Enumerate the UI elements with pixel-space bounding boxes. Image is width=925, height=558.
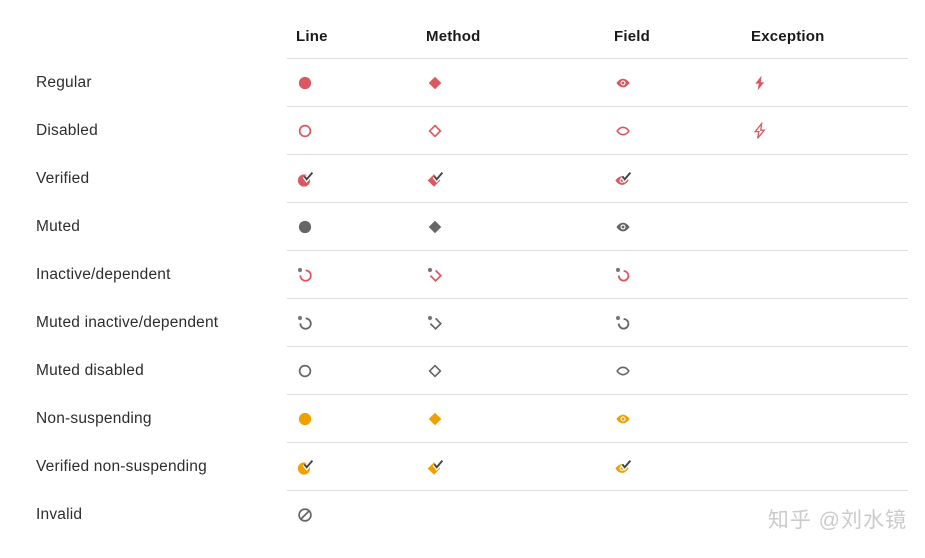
table-cell-regular-field	[605, 59, 742, 107]
table-cell-disabled-line	[287, 107, 417, 155]
regular-field-watchpoint-icon	[614, 74, 632, 92]
table-cell-muted-method	[417, 203, 605, 251]
breakpoints-table: Line Method Field Exception Regular Disabled V…	[0, 0, 908, 539]
table-cell-inactive-dependent-field	[605, 251, 742, 299]
muted-disabled-field-watchpoint-icon	[614, 362, 632, 380]
row-label-muted-disabled: Muted disabled	[36, 362, 144, 379]
row-label-verified: Verified	[36, 170, 90, 187]
muted-inactive-method-breakpoint-icon	[426, 314, 444, 332]
table-cell-muted-inactive-dependent-method	[417, 299, 605, 347]
table-cell-inactive-dependent-method	[417, 251, 605, 299]
non-suspending-method-breakpoint-icon	[426, 410, 444, 428]
regular-exception-breakpoint-icon	[751, 74, 769, 92]
non-suspending-line-breakpoint-icon	[296, 410, 314, 428]
column-header-line: Line	[287, 0, 417, 59]
column-header-method: Method	[417, 0, 605, 59]
invalid-breakpoint-icon	[296, 506, 314, 524]
table-cell-empty	[742, 299, 908, 347]
column-header-field: Field	[605, 0, 742, 59]
disabled-field-watchpoint-icon	[614, 122, 632, 140]
table-cell-muted-field	[605, 203, 742, 251]
table-cell-muted-disabled-line	[287, 347, 417, 395]
row-label-disabled: Disabled	[36, 122, 98, 139]
verified-non-suspending-field-watchpoint-icon	[614, 458, 632, 476]
disabled-exception-breakpoint-icon	[751, 121, 769, 140]
table-cell-regular-method	[417, 59, 605, 107]
verified-method-breakpoint-icon	[426, 170, 444, 188]
table-cell-muted-disabled-field	[605, 347, 742, 395]
column-header-exception: Exception	[742, 0, 908, 59]
muted-method-breakpoint-icon	[426, 218, 444, 236]
table-cell-disabled-method	[417, 107, 605, 155]
muted-line-breakpoint-icon	[296, 218, 314, 236]
regular-line-breakpoint-icon	[296, 74, 314, 92]
row-label-invalid: Invalid	[36, 506, 83, 523]
table-cell-empty	[417, 491, 605, 539]
verified-non-suspending-method-breakpoint-icon	[426, 458, 444, 476]
table-cell-disabled-exception	[742, 107, 908, 155]
table-cell-empty	[742, 347, 908, 395]
table-cell-non-suspending-line	[287, 395, 417, 443]
table-cell-disabled-field	[605, 107, 742, 155]
verified-line-breakpoint-icon	[296, 170, 314, 188]
disabled-method-breakpoint-icon	[426, 122, 444, 140]
regular-method-breakpoint-icon	[426, 74, 444, 92]
table-cell-invalid-line	[287, 491, 417, 539]
muted-disabled-line-breakpoint-icon	[296, 362, 314, 380]
table-cell-empty	[742, 395, 908, 443]
verified-field-watchpoint-icon	[614, 170, 632, 188]
table-cell-verified-non-suspending-method	[417, 443, 605, 491]
table-cell-muted-inactive-dependent-field	[605, 299, 742, 347]
inactive-method-breakpoint-icon	[426, 266, 444, 284]
table-cell-verified-non-suspending-line	[287, 443, 417, 491]
muted-field-watchpoint-icon	[614, 218, 632, 236]
row-label-inactive-dependent: Inactive/dependent	[36, 266, 171, 283]
header-spacer	[0, 0, 287, 59]
table-cell-muted-disabled-method	[417, 347, 605, 395]
muted-inactive-field-watchpoint-icon	[614, 314, 632, 332]
muted-inactive-line-breakpoint-icon	[296, 314, 314, 332]
table-cell-verified-field	[605, 155, 742, 203]
table-cell-inactive-dependent-line	[287, 251, 417, 299]
table-cell-empty	[605, 491, 742, 539]
inactive-line-breakpoint-icon	[296, 266, 314, 284]
muted-disabled-method-breakpoint-icon	[426, 362, 444, 380]
table-cell-empty	[742, 155, 908, 203]
table-cell-non-suspending-method	[417, 395, 605, 443]
verified-non-suspending-line-breakpoint-icon	[296, 458, 314, 476]
table-cell-muted-inactive-dependent-line	[287, 299, 417, 347]
table-cell-regular-exception	[742, 59, 908, 107]
table-cell-non-suspending-field	[605, 395, 742, 443]
table-cell-empty	[742, 251, 908, 299]
row-label-verified-non-suspending: Verified non-suspending	[36, 458, 207, 475]
table-cell-verified-non-suspending-field	[605, 443, 742, 491]
watermark: 知乎 @刘水镜	[767, 509, 907, 532]
non-suspending-field-watchpoint-icon	[614, 410, 632, 428]
inactive-field-watchpoint-icon	[614, 266, 632, 284]
table-cell-regular-line	[287, 59, 417, 107]
table-cell-muted-line	[287, 203, 417, 251]
row-label-muted: Muted	[36, 218, 81, 235]
row-label-non-suspending: Non-suspending	[36, 410, 152, 427]
table-cell-verified-line	[287, 155, 417, 203]
disabled-line-breakpoint-icon	[296, 122, 314, 140]
table-cell-empty	[742, 203, 908, 251]
row-label-regular: Regular	[36, 74, 92, 91]
table-cell-verified-method	[417, 155, 605, 203]
table-cell-empty	[742, 443, 908, 491]
row-label-muted-inactive-dependent: Muted inactive/dependent	[36, 314, 219, 331]
